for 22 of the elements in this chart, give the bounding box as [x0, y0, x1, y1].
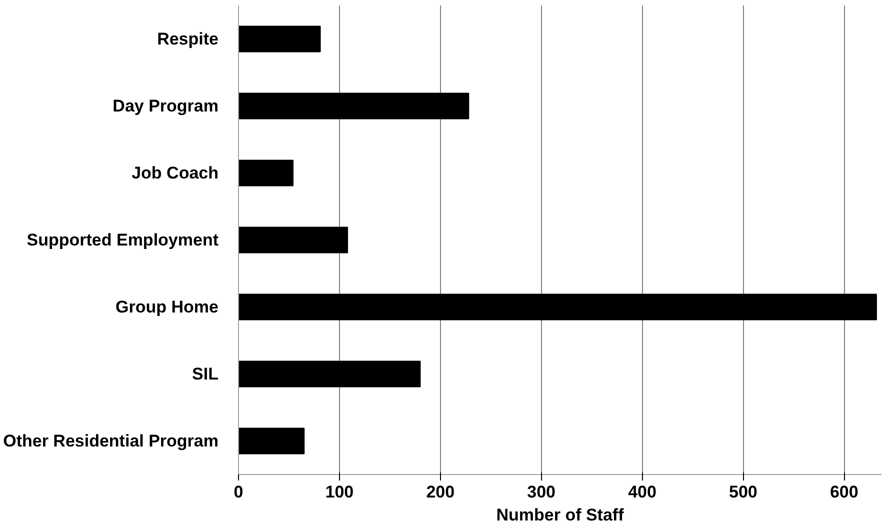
x-tick-label: 100: [325, 482, 354, 502]
x-tick-label: 300: [527, 482, 556, 502]
x-tick-label: 0: [234, 482, 244, 502]
bar: [238, 294, 877, 320]
y-tick-label: Day Program: [112, 96, 219, 116]
bar: [238, 26, 321, 52]
y-tick-label: SIL: [192, 364, 219, 384]
x-tick-label: 200: [426, 482, 455, 502]
y-tick-label: Group Home: [116, 298, 219, 316]
x-tick-label: 600: [830, 482, 858, 502]
x-tick-label: 400: [628, 482, 656, 502]
x-tick-label: 500: [729, 482, 758, 502]
bar: [238, 160, 294, 186]
x-axis-title: Number of Staff: [496, 506, 624, 524]
y-tick-label: Supported Employment: [26, 230, 219, 250]
y-tick-label: Job Coach: [132, 164, 219, 182]
bar: [238, 226, 348, 254]
bar: [238, 360, 421, 388]
bar: [238, 92, 470, 120]
y-tick-label: Respite: [157, 30, 219, 48]
y-tick-label: Other Residential Program: [3, 432, 218, 450]
bar: [238, 428, 305, 454]
